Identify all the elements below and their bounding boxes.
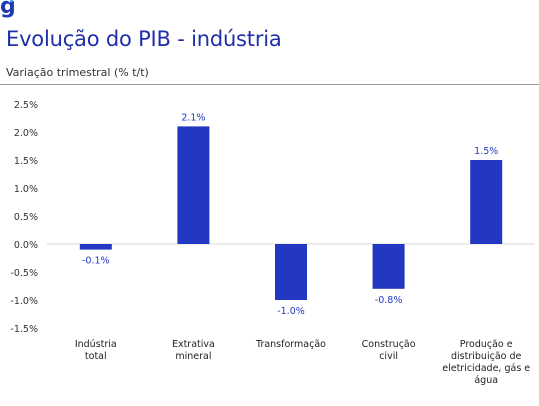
y-tick-label: 2.5% xyxy=(14,100,38,111)
bar xyxy=(470,160,503,244)
data-label: -0.1% xyxy=(82,256,110,267)
y-tick-label: -0.5% xyxy=(10,268,38,279)
bar xyxy=(177,126,210,244)
x-tick-label: eletricidade, gás e xyxy=(442,363,530,374)
x-tick-label: mineral xyxy=(175,351,211,362)
x-tick-label: Indústria xyxy=(75,339,117,350)
y-tick-label: -1.5% xyxy=(10,324,38,335)
chart-title: Evolução do PIB - indústria xyxy=(6,27,282,51)
y-tick-label: 0.5% xyxy=(14,212,38,223)
x-tick-label: Produção e xyxy=(460,339,513,350)
x-tick-label: água xyxy=(474,375,498,386)
chart-subtitle: Variação trimestral (% t/t) xyxy=(6,66,149,79)
x-tick-label: Construção xyxy=(362,339,416,350)
y-tick-label: 2.0% xyxy=(14,128,38,139)
x-tick-label: civil xyxy=(379,351,398,362)
bar xyxy=(275,244,307,300)
y-tick-label: 1.5% xyxy=(14,156,38,167)
x-tick-label: distribuição de xyxy=(451,351,521,362)
bar xyxy=(372,244,405,289)
y-tick-label: -1.0% xyxy=(10,296,38,307)
x-tick-label: Extrativa xyxy=(172,339,215,350)
data-label: 1.5% xyxy=(474,146,498,157)
x-tick-label: total xyxy=(85,351,107,362)
y-axis: 2.5% 2.0% 1.5% 1.0% 0.5% 0.0% -0.5% -1.0% -1.5% xyxy=(10,100,38,335)
data-label: 2.1% xyxy=(181,112,205,123)
y-tick-label: 1.0% xyxy=(14,184,38,195)
y-tick-label: 0.0% xyxy=(14,240,38,251)
brand-logo-accent xyxy=(10,0,13,2)
brand-logo: g xyxy=(0,0,16,19)
header-divider xyxy=(0,84,539,85)
bar-series: -0.1% 2.1% -1.0% -0.8% 1.5% xyxy=(79,112,503,317)
data-label: -0.8% xyxy=(375,295,403,306)
data-label: -1.0% xyxy=(277,306,305,317)
x-tick-label: Transformação xyxy=(255,339,326,350)
bar xyxy=(79,244,112,250)
